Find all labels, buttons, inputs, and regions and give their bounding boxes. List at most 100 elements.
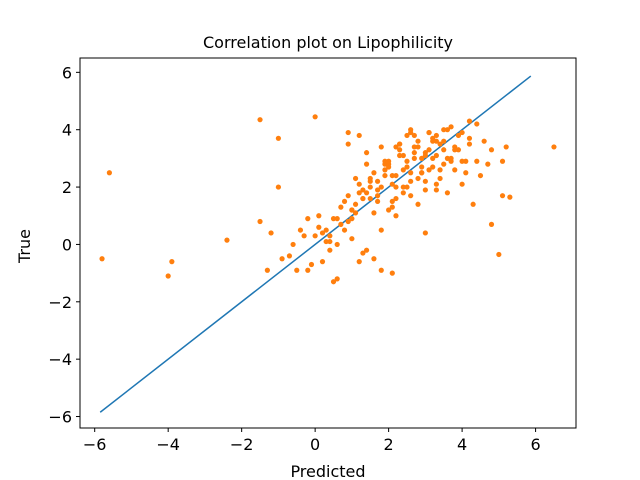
scatter-point	[459, 181, 465, 187]
scatter-point	[411, 132, 417, 139]
scatter-point	[474, 158, 480, 164]
scatter-point	[371, 210, 377, 216]
scatter-point	[375, 193, 381, 199]
scatter-point	[393, 195, 399, 202]
scatter-point	[455, 147, 462, 153]
scatter-point	[408, 178, 414, 184]
scatter-point	[386, 164, 392, 170]
scatter-point	[499, 193, 506, 199]
scatter-point	[393, 184, 399, 190]
scatter-point	[415, 138, 421, 144]
scatter-point	[367, 184, 373, 190]
y-tick-label: 4	[62, 121, 72, 140]
scatter-point	[444, 190, 451, 196]
scatter-point	[400, 152, 406, 159]
scatter-point	[275, 135, 281, 141]
scatter-point	[356, 190, 362, 196]
scatter-point	[294, 267, 300, 273]
scatter-point	[488, 221, 495, 227]
scatter-point	[360, 195, 366, 202]
scatter-point	[408, 127, 414, 133]
scatter-point	[426, 129, 432, 136]
scatter-point	[371, 256, 377, 262]
scatter-point	[441, 161, 447, 167]
scatter-point	[415, 175, 421, 182]
scatter-point	[316, 213, 322, 219]
y-tick-label: 6	[62, 63, 72, 82]
scatter-point	[316, 224, 322, 230]
scatter-point	[389, 198, 395, 205]
scatter-point	[345, 129, 351, 136]
y-axis-ticks: −6 −4 −2 0 2 4 6	[48, 63, 80, 427]
scatter-point	[334, 216, 340, 222]
scatter-point	[352, 210, 359, 216]
scatter-point	[408, 170, 414, 176]
scatter-point	[499, 158, 506, 164]
scatter-point	[375, 178, 381, 184]
scatter-point	[323, 238, 329, 245]
scatter-point	[441, 138, 447, 144]
scatter-point	[448, 124, 454, 130]
scatter-point	[408, 193, 414, 199]
scatter-point	[433, 138, 439, 144]
scatter-point	[422, 152, 428, 159]
y-tick-label: −4	[48, 350, 72, 369]
scatter-point	[334, 276, 340, 282]
scatter-point	[404, 158, 410, 164]
scatter-point	[308, 261, 315, 268]
scatter-point	[375, 198, 381, 205]
scatter-point	[275, 184, 281, 190]
scatter-point	[334, 241, 340, 248]
y-tick-label: −2	[48, 293, 72, 312]
data-points	[99, 114, 557, 285]
scatter-point	[459, 129, 465, 136]
scatter-point	[349, 236, 355, 242]
scatter-point	[404, 132, 410, 139]
scatter-point	[411, 155, 417, 161]
scatter-point	[441, 147, 447, 153]
x-axis-label: Predicted	[290, 462, 365, 480]
x-tick-label: −4	[156, 435, 180, 454]
scatter-point	[411, 144, 417, 150]
scatter-point	[345, 141, 351, 147]
scatter-point	[375, 187, 381, 193]
scatter-point	[411, 150, 417, 156]
scatter-point	[378, 227, 384, 233]
scatter-point	[301, 233, 307, 239]
scatter-point	[426, 167, 432, 173]
scatter-point	[319, 230, 326, 236]
scatter-point	[448, 155, 454, 161]
x-tick-label: −6	[83, 435, 107, 454]
scatter-point	[400, 184, 406, 190]
scatter-point	[305, 216, 311, 222]
scatter-point	[305, 267, 311, 273]
plot-frame	[79, 57, 577, 429]
scatter-point	[169, 259, 175, 265]
scatter-point	[279, 256, 285, 262]
scatter-point	[415, 201, 421, 207]
scatter-point	[286, 253, 293, 259]
scatter-point	[507, 194, 513, 200]
scatter-point	[323, 227, 329, 233]
scatter-point	[360, 187, 366, 193]
scatter-point	[433, 152, 439, 159]
scatter-point	[430, 164, 436, 170]
scatter-point	[386, 207, 392, 213]
scatter-point	[367, 195, 373, 202]
scatter-point	[297, 227, 304, 233]
scatter-point	[477, 172, 484, 179]
scatter-point	[419, 155, 425, 161]
scatter-point	[422, 230, 428, 236]
scatter-point	[452, 167, 458, 173]
scatter-point	[327, 238, 333, 245]
scatter-point	[433, 132, 439, 139]
scatter-point	[349, 207, 355, 213]
scatter-point	[430, 155, 436, 161]
scatter-point	[363, 150, 370, 156]
scatter-point	[397, 152, 403, 159]
scatter-point	[441, 127, 447, 133]
scatter-point	[430, 138, 436, 144]
scatter-point	[378, 144, 384, 150]
scatter-point	[341, 198, 348, 205]
scatter-point	[404, 164, 410, 170]
